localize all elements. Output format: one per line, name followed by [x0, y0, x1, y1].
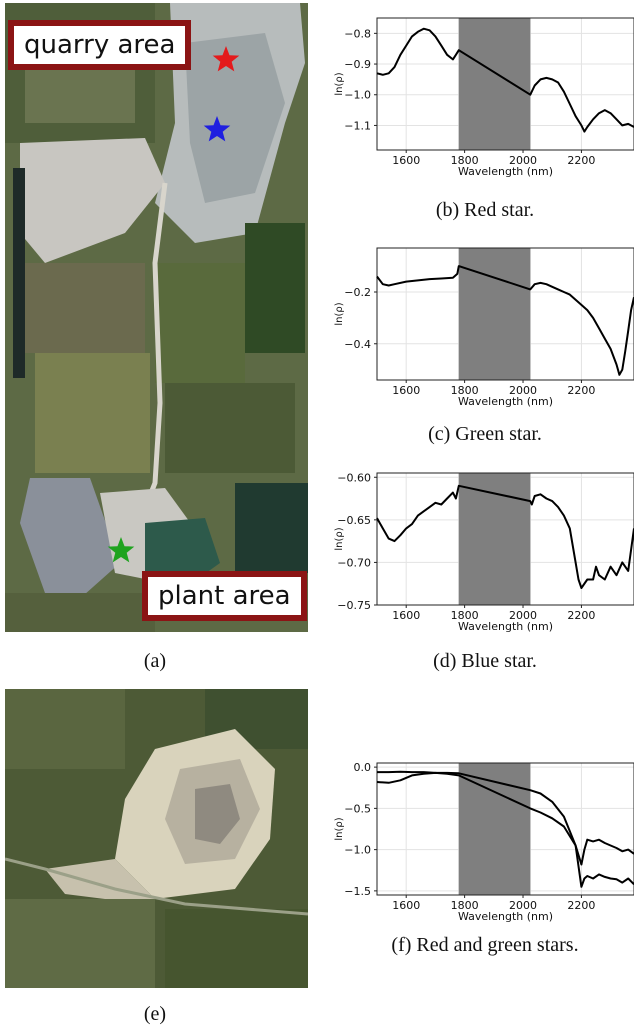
quarry-area-label: quarry area: [8, 20, 192, 70]
y-axis-label: ln(ρ): [334, 72, 345, 95]
y-tick-label: −0.75: [337, 599, 371, 612]
y-axis-label: ln(ρ): [334, 817, 345, 840]
y-tick-label: −0.2: [344, 286, 371, 299]
x-tick-label: 2200: [567, 154, 595, 167]
plot-frame: [376, 17, 634, 151]
series-line-1: [376, 771, 634, 866]
caption-c: (c) Green star.: [428, 423, 542, 445]
y-tick-label: −0.70: [337, 556, 371, 569]
chart-d: 1600 1800 2000 2200 −0.60 −0.65 −0.70 −0.75 Wave…: [300, 465, 634, 640]
x-tick-label: 1800: [451, 384, 479, 397]
y-tick-label: −1.0: [344, 844, 371, 857]
y-axis-label: ln(ρ): [334, 302, 345, 325]
x-tick-label: 2000: [509, 384, 537, 397]
plot-frame: [376, 472, 634, 606]
y-tick-label: −0.8: [344, 27, 371, 40]
caption-d: (d) Blue star.: [433, 650, 537, 672]
x-tick-label: 1600: [392, 384, 420, 397]
y-tick-label: 0.0: [354, 761, 372, 774]
chart-b: 1600 1800 2000 2200 −0.8 −0.9 −1.0 −1.1 Waveleng…: [300, 10, 634, 185]
x-tick-label: 2000: [509, 899, 537, 912]
caption-f: (f) Red and green stars.: [391, 934, 579, 956]
x-tick-label: 2000: [509, 609, 537, 622]
y-tick-label: −0.60: [337, 471, 371, 484]
x-tick-label: 1800: [451, 899, 479, 912]
masked-band-overlay: [458, 763, 531, 895]
x-axis-label: Wavelength (nm): [458, 395, 553, 408]
series-line-1: [376, 27, 634, 133]
caption-b: (b) Red star.: [435, 199, 535, 221]
masked-band-overlay: [458, 473, 531, 605]
masked-band-overlay: [458, 18, 531, 150]
y-tick-label: −0.4: [344, 338, 371, 351]
caption-e: (e): [143, 1003, 167, 1025]
x-tick-label: 2200: [567, 899, 595, 912]
x-tick-label: 2200: [567, 384, 595, 397]
masked-band-overlay: [458, 248, 531, 380]
series-line-2: [377, 770, 634, 888]
y-tick-label: −1.5: [344, 885, 371, 898]
y-tick-label: −0.9: [344, 58, 371, 71]
y-tick-label: −1.0: [344, 89, 371, 102]
y-tick-label: −0.65: [337, 514, 371, 527]
series-line-1: [376, 484, 634, 589]
chart-c: 1600 1800 2000 2200 −0.2 −0.4 Wavelength (nm) l…: [300, 240, 634, 415]
plant-area-label: plant area: [142, 571, 307, 621]
x-tick-label: 1800: [451, 154, 479, 167]
x-tick-label: 1800: [451, 609, 479, 622]
caption-a: (a): [143, 650, 167, 672]
series-line-1: [376, 265, 634, 376]
x-tick-label: 1600: [392, 154, 420, 167]
x-tick-label: 1600: [392, 899, 420, 912]
chart-f: 1600 1800 2000 2200 0.0 −0.5 −1.0 −1.5 Wavelengt…: [300, 755, 634, 930]
y-tick-label: −1.1: [344, 119, 371, 132]
x-axis-label: Wavelength (nm): [458, 620, 553, 633]
aerial-image-e: [5, 689, 308, 988]
plot-frame: [376, 247, 634, 381]
y-tick-label: −0.5: [344, 802, 371, 815]
x-tick-label: 1600: [392, 609, 420, 622]
aerial-image-a: [5, 3, 308, 632]
x-tick-label: 2000: [509, 154, 537, 167]
x-axis-label: Wavelength (nm): [458, 165, 553, 178]
x-axis-label: Wavelength (nm): [458, 910, 553, 923]
y-axis-label: ln(ρ): [334, 527, 345, 550]
plot-frame: [376, 762, 634, 896]
x-tick-label: 2200: [567, 609, 595, 622]
